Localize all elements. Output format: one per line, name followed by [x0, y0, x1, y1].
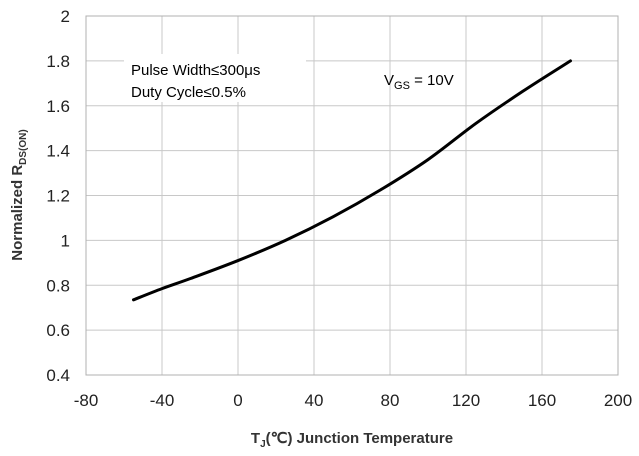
- y-tick-label: 1.4: [46, 142, 70, 161]
- y-tick-label: 1: [61, 231, 70, 250]
- x-tick-labels: -80 -40 0 40 80 120 160 200: [74, 391, 632, 410]
- x-tick-label: 120: [452, 391, 480, 410]
- x-axis-title-rest: (℃) Junction Temperature: [266, 430, 453, 447]
- x-axis-title-main: T: [251, 430, 260, 447]
- plot-frame: [85, 15, 619, 376]
- x-tick-label: 80: [381, 391, 400, 410]
- y-tick-label: 1.8: [46, 52, 70, 71]
- x-axis-title: TJ(℃) Junction Temperature: [251, 430, 453, 450]
- x-tick-label: -80: [74, 391, 99, 410]
- x-tick-label: 200: [604, 391, 632, 410]
- y-tick-label: 2: [61, 7, 70, 26]
- y-tick-label: 1.2: [46, 187, 70, 206]
- series-line-vgs-10v: [132, 59, 572, 302]
- x-tick-label: -40: [150, 391, 175, 410]
- series-layer: [132, 59, 572, 302]
- y-tick-label: 0.6: [46, 321, 70, 340]
- annotation-box: [124, 54, 306, 102]
- y-axis-title-sub: DS(ON): [18, 129, 29, 165]
- y-axis-title-main: Normalized R: [9, 165, 26, 261]
- vgs-subscript: GS: [394, 80, 410, 92]
- vgs-annotation: VGS = 10V: [384, 72, 454, 92]
- x-tick-label: 160: [528, 391, 556, 410]
- y-tick-label: 1.6: [46, 97, 70, 116]
- duty-cycle-label: Duty Cycle≤0.5%: [131, 84, 246, 101]
- vgs-main: V: [384, 72, 394, 89]
- y-tick-labels: 0.4 0.6 0.8 1 1.2 1.4 1.6 1.8 2: [46, 7, 70, 385]
- y-tick-label: 0.8: [46, 276, 70, 295]
- x-tick-label: 0: [233, 391, 242, 410]
- y-tick-label: 0.4: [46, 366, 70, 385]
- x-tick-label: 40: [305, 391, 324, 410]
- x-axis-title-sub: J: [260, 439, 266, 450]
- y-axis-title: Normalized RDS(ON): [9, 129, 29, 260]
- pulse-width-label: Pulse Width≤300μs: [131, 62, 260, 79]
- vgs-value: = 10V: [410, 72, 454, 89]
